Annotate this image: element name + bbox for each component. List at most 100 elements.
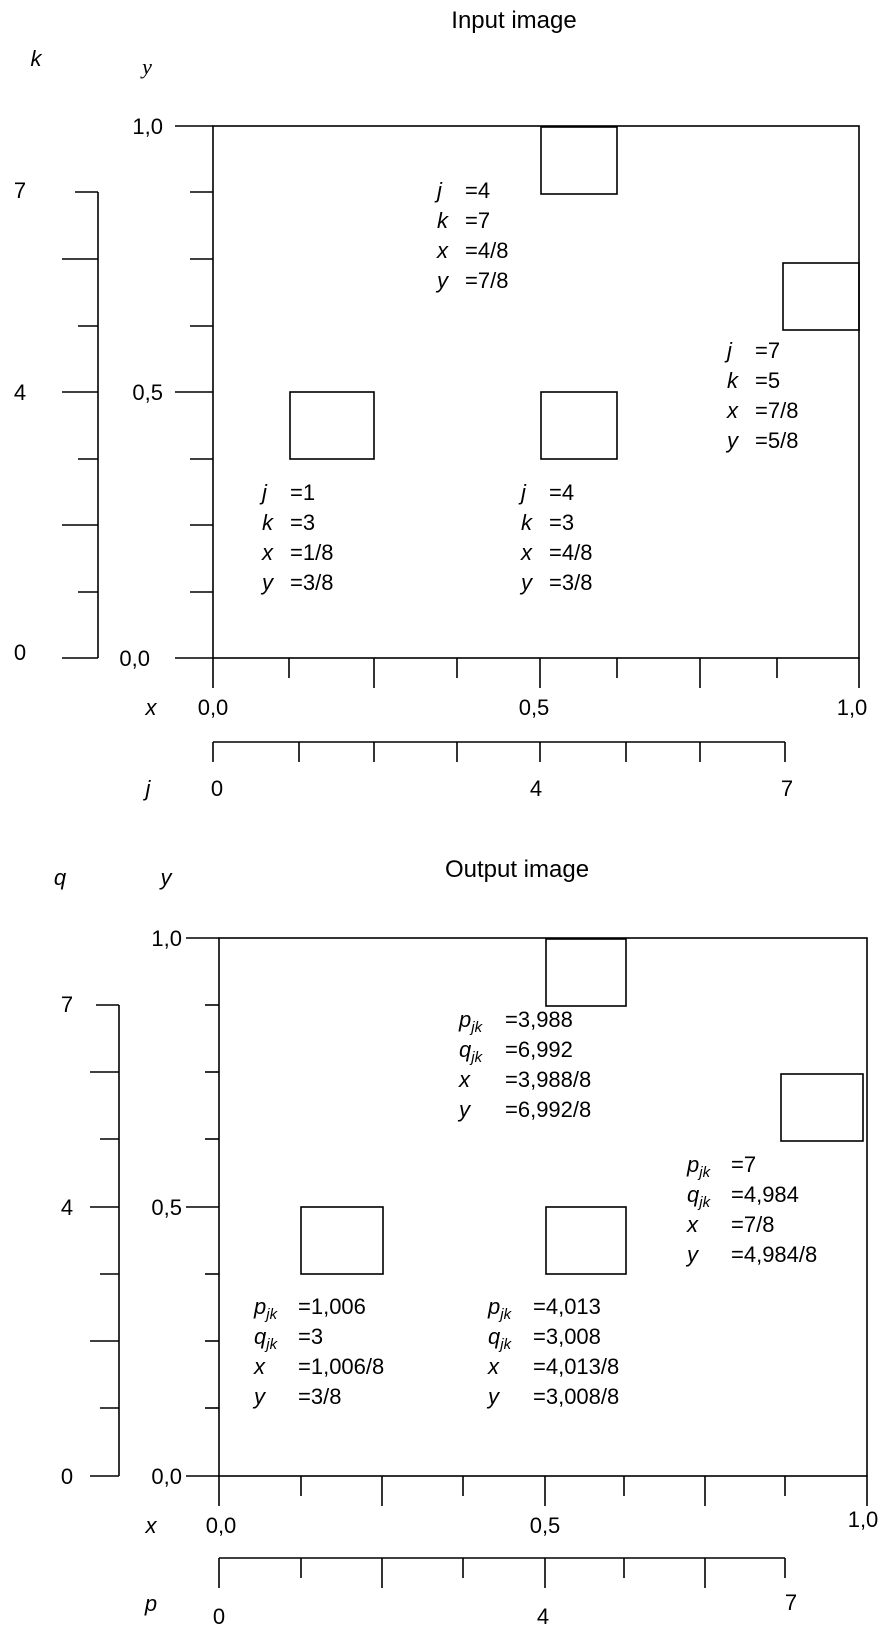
- annotation-value: =1,006/8: [298, 1354, 384, 1379]
- annotation-value: =3/8: [298, 1384, 341, 1409]
- annotation-var: y: [725, 428, 740, 453]
- output-x-axis-label: x: [145, 1513, 158, 1538]
- input-x-axis-label: x: [145, 695, 158, 720]
- input-k-tick-label: 7: [14, 178, 26, 203]
- annotation-var: qjk: [687, 1182, 712, 1211]
- annotation-var: x: [487, 1354, 500, 1379]
- output-y-axis-label: y: [159, 865, 174, 890]
- annotation-value: =6,992: [505, 1037, 573, 1062]
- input-x-tick-label: 1,0: [837, 695, 868, 720]
- output-pixel-7-4984: [780, 1073, 864, 1142]
- input-pixel-4-3: [540, 391, 618, 460]
- annotation-var: k: [727, 368, 739, 393]
- annotation-var: y: [519, 570, 534, 595]
- output-panel: Output image q y 1,0 0,5 0,0: [54, 856, 878, 1629]
- input-j-axis: [212, 741, 786, 762]
- annotation-var: y: [486, 1384, 501, 1409]
- output-pixel-1006-3: [300, 1206, 384, 1275]
- annotation-value: =1,006: [298, 1294, 366, 1319]
- annotation-value: =7/8: [465, 268, 508, 293]
- annotation-var: x: [261, 540, 274, 565]
- annotation-var: x: [458, 1067, 471, 1092]
- output-p-tick-label: 7: [785, 1590, 797, 1615]
- annotation-value: =3/8: [549, 570, 592, 595]
- annotation-value: =7/8: [755, 398, 798, 423]
- annotation-value: =3: [290, 510, 315, 535]
- output-annotation-4013-3008: pjk =4,013 qjk =3,008 x =4,013/8 y =3,00…: [486, 1294, 619, 1409]
- output-y-tick-label: 0,0: [151, 1464, 182, 1489]
- output-title: Output image: [445, 856, 589, 883]
- annotation-value: =4/8: [465, 238, 508, 263]
- output-q-tick-label: 7: [61, 992, 73, 1017]
- input-annotation-7-5: j =7 k =5 x =7/8 y =5/8: [724, 338, 798, 453]
- annotation-var: qjk: [459, 1037, 484, 1066]
- input-x-tick-label: 0,0: [198, 695, 229, 720]
- output-annotation-3988-6992: pjk =3,988 qjk =6,992 x =3,988/8 y =6,99…: [457, 1007, 591, 1122]
- output-q-axis: [90, 1004, 120, 1477]
- annotation-var: y: [435, 268, 450, 293]
- annotation-value: =7: [465, 208, 490, 233]
- annotation-var: k: [437, 208, 449, 233]
- annotation-var: k: [521, 510, 533, 535]
- annotation-value: =4,984/8: [731, 1242, 817, 1267]
- output-q-axis-label: q: [54, 865, 67, 890]
- input-y-tick-label: 0,0: [119, 646, 150, 671]
- output-p-axis: [218, 1557, 786, 1588]
- annotation-value: =3/8: [290, 570, 333, 595]
- annotation-var: j: [518, 480, 527, 505]
- output-y-tick-label: 1,0: [151, 926, 182, 951]
- input-x-ticks: [212, 658, 860, 688]
- output-y-ticks: [186, 937, 219, 1477]
- annotation-var: pjk: [458, 1007, 484, 1036]
- input-annotation-4-7: j =4 k =7 x =4/8 y =7/8: [434, 178, 508, 293]
- output-p-axis-label: p: [144, 1591, 157, 1616]
- input-panel: Input image k y 1,0 0,5 0,0: [14, 7, 867, 801]
- annotation-var: j: [434, 178, 443, 203]
- annotation-value: =4: [465, 178, 490, 203]
- annotation-var: qjk: [254, 1324, 279, 1353]
- output-x-tick-label: 1,0: [848, 1507, 879, 1532]
- output-p-tick-label: 0: [213, 1604, 225, 1629]
- annotation-var: pjk: [253, 1294, 279, 1323]
- input-y-tick-label: 0,5: [132, 380, 163, 405]
- annotation-var: k: [262, 510, 274, 535]
- input-k-tick-label: 0: [14, 640, 26, 665]
- annotation-value: =3: [549, 510, 574, 535]
- input-j-tick-label: 0: [211, 776, 223, 801]
- annotation-value: =4,013: [533, 1294, 601, 1319]
- annotation-value: =5/8: [755, 428, 798, 453]
- input-y-axis-label: y: [140, 54, 152, 79]
- output-x-tick-label: 0,5: [530, 1513, 561, 1538]
- annotation-var: y: [457, 1097, 472, 1122]
- output-pixel-3988-6992: [545, 938, 627, 1007]
- annotation-value: =3,008/8: [533, 1384, 619, 1409]
- annotation-value: =3: [298, 1324, 323, 1349]
- input-k-axis-label: k: [31, 46, 43, 71]
- annotation-value: =4,984: [731, 1182, 799, 1207]
- annotation-value: =7/8: [731, 1212, 774, 1237]
- input-annotation-1-3: j =1 k =3 x =1/8 y =3/8: [259, 480, 333, 595]
- annotation-value: =4: [549, 480, 574, 505]
- annotation-var: pjk: [487, 1294, 513, 1323]
- annotation-var: j: [724, 338, 733, 363]
- annotation-value: =1: [290, 480, 315, 505]
- annotation-var: qjk: [488, 1324, 513, 1353]
- output-annotation-7-4984: pjk =7 qjk =4,984 x =7/8 y =4,984/8: [685, 1152, 817, 1267]
- output-x-tick-label: 0,0: [206, 1513, 237, 1538]
- output-q-tick-label: 0: [61, 1464, 73, 1489]
- annotation-var: y: [260, 570, 275, 595]
- annotation-value: =4/8: [549, 540, 592, 565]
- input-j-tick-label: 7: [781, 776, 793, 801]
- annotation-value: =3,988/8: [505, 1067, 591, 1092]
- input-k-axis: [62, 191, 99, 659]
- annotation-var: x: [436, 238, 449, 263]
- annotation-var: pjk: [686, 1152, 712, 1181]
- input-y-tick-label: 1,0: [132, 114, 163, 139]
- annotation-var: x: [253, 1354, 266, 1379]
- annotation-var: x: [726, 398, 739, 423]
- annotation-var: y: [685, 1242, 700, 1267]
- input-k-tick-label: 4: [14, 380, 26, 405]
- annotation-value: =4,013/8: [533, 1354, 619, 1379]
- input-y-ticks: [175, 125, 213, 659]
